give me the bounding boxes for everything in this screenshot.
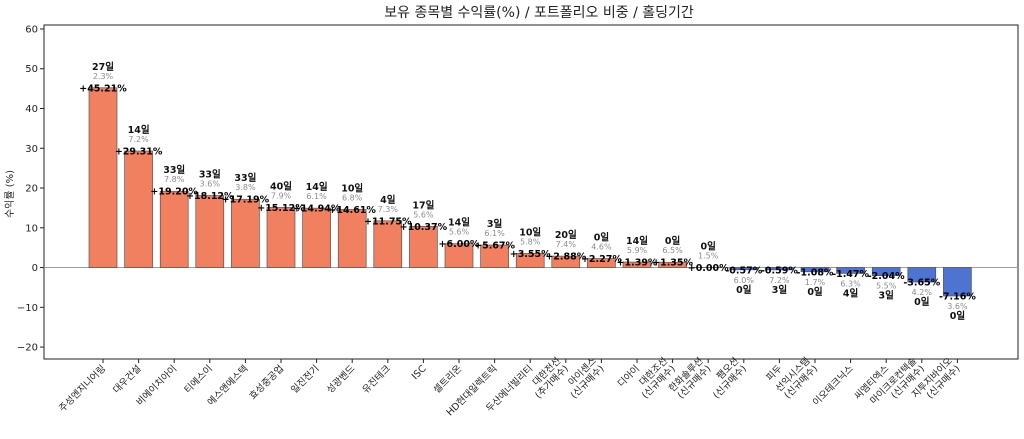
- x-category-label: 디아이: [616, 363, 642, 389]
- weight-label: 5.9%: [627, 246, 648, 255]
- y-tick-label: 10: [25, 223, 38, 234]
- x-category-label: 효성중공업: [247, 363, 286, 402]
- x-category-label: 티에스이: [182, 363, 215, 396]
- chart-title: 보유 종목별 수익률(%) / 포트폴리오 비중 / 홀딩기간: [384, 5, 694, 21]
- weight-label: 7.2%: [128, 135, 149, 144]
- return-label: -1.08%: [797, 267, 834, 278]
- x-category-label: 성광벤드: [324, 362, 357, 395]
- weight-label: 4.2%: [912, 288, 933, 297]
- return-label: +10.37%: [400, 222, 448, 233]
- weight-label: 6.3%: [840, 279, 861, 288]
- weight-label: 1.5%: [698, 252, 719, 261]
- weight-label: 6.5%: [662, 246, 683, 255]
- x-category-label: 주성엔지니어링: [56, 363, 108, 415]
- return-label: +29.31%: [115, 147, 163, 158]
- weight-label: 4.6%: [591, 243, 612, 252]
- bar: [338, 209, 366, 267]
- x-category-label: 유진테크: [360, 363, 393, 396]
- x-category-label: 셀트리온: [432, 363, 465, 396]
- return-label: -0.57%: [725, 265, 762, 276]
- y-tick-label: 30: [25, 144, 38, 155]
- return-label: -7.16%: [939, 292, 976, 303]
- weight-label: 5.8%: [520, 237, 541, 246]
- holding-days-label: 3일: [879, 290, 895, 302]
- bar: [231, 199, 259, 267]
- weight-label: 3.6%: [947, 302, 968, 311]
- y-tick-label: −20: [17, 343, 38, 354]
- weight-label: 1.7%: [805, 278, 826, 287]
- y-tick-label: 40: [25, 104, 38, 115]
- weight-label: 5.6%: [413, 210, 434, 219]
- bar: [267, 207, 295, 267]
- weight-label: 6.0%: [734, 276, 755, 285]
- y-tick-label: 50: [25, 64, 38, 75]
- x-category-label: 대우건설: [111, 363, 144, 396]
- weight-label: 5.6%: [449, 228, 470, 237]
- bar: [196, 195, 224, 267]
- weight-label: 6.1%: [484, 229, 505, 238]
- bar: [160, 191, 188, 267]
- return-label: -1.47%: [832, 269, 869, 280]
- weight-label: 7.4%: [556, 240, 577, 249]
- x-category-label: ISC: [410, 363, 429, 382]
- weight-label: 3.8%: [235, 183, 256, 192]
- holding-days-label: 4일: [843, 287, 859, 299]
- weight-label: 2.3%: [93, 72, 114, 81]
- return-label: -2.04%: [868, 271, 905, 282]
- y-axis-label: 수익률 (%): [4, 170, 16, 218]
- holding-days-label: 0일: [807, 286, 823, 298]
- return-label: +0.00%: [688, 263, 729, 274]
- holding-days-label: 0일: [950, 310, 966, 322]
- plot-area: −20−100102030405060주성엔지니어링+45.21%27일2.3%…: [17, 24, 1018, 418]
- holding-days-label: 0일: [736, 284, 752, 296]
- return-label: -3.65%: [903, 278, 940, 289]
- bar: [303, 208, 331, 267]
- x-category-label: 일진전기: [289, 363, 322, 396]
- bar: [89, 88, 117, 268]
- bar: [374, 221, 402, 268]
- weight-label: 7.8%: [164, 175, 185, 184]
- return-label: +45.21%: [79, 83, 127, 94]
- return-label: +14.61%: [328, 205, 376, 216]
- y-tick-label: 0: [32, 263, 38, 274]
- weight-label: 7.2%: [769, 276, 790, 285]
- weight-label: 6.8%: [342, 193, 363, 202]
- y-tick-label: −10: [17, 303, 38, 314]
- weight-label: 5.5%: [876, 282, 897, 291]
- weight-label: 7.3%: [378, 205, 399, 214]
- y-tick-label: 20: [25, 184, 38, 195]
- weight-label: 7.9%: [271, 191, 292, 200]
- return-label: -0.59%: [761, 265, 798, 276]
- weight-label: 3.6%: [200, 179, 221, 188]
- holding-days-label: 3일: [772, 284, 788, 296]
- holding-days-label: 0일: [914, 296, 930, 308]
- bar: [125, 151, 153, 268]
- y-tick-label: 60: [25, 24, 38, 35]
- weight-label: 6.1%: [306, 192, 327, 201]
